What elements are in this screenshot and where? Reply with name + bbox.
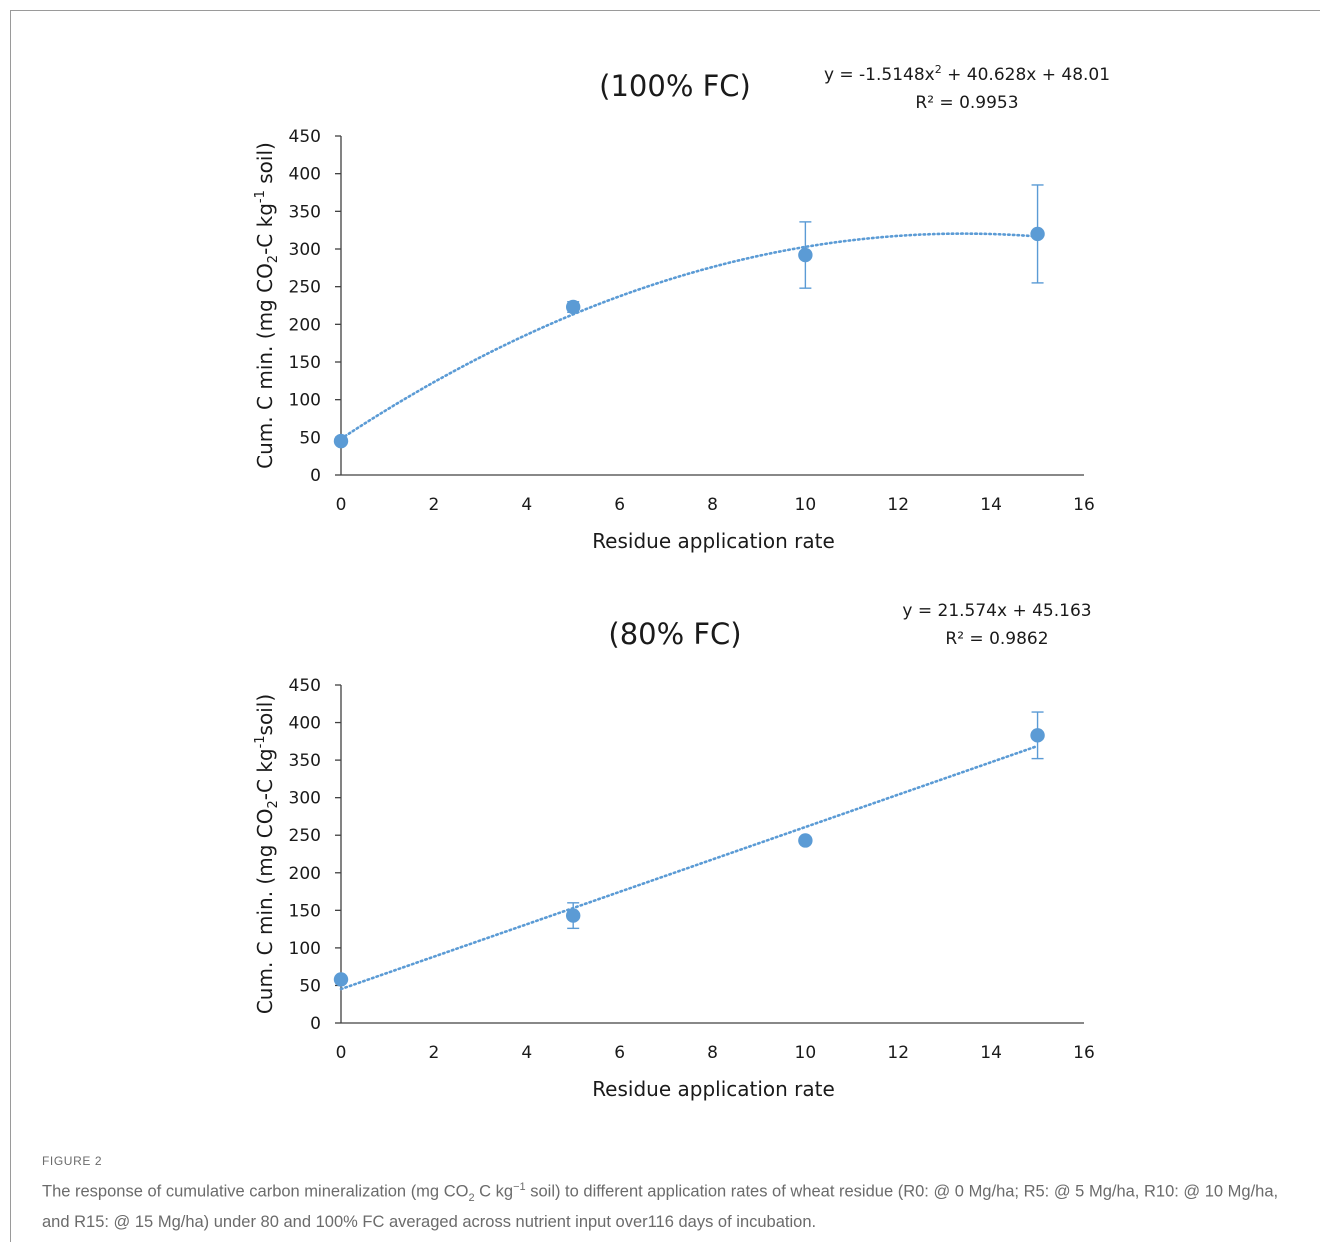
x-tick-label: 4 — [521, 1043, 532, 1063]
y-tick-label: 400 — [289, 714, 321, 734]
data-point — [798, 247, 813, 263]
panel-title: (100% FC) — [599, 69, 751, 103]
y-tick-label: 400 — [289, 165, 321, 185]
y-tick-label: 150 — [289, 353, 321, 373]
caption-text-mid: C kg — [474, 1182, 514, 1201]
figure-caption: FIGURE 2 The response of cumulative carb… — [42, 1154, 1292, 1234]
equation-pre: y = -1.5148x — [824, 65, 935, 85]
caption-text-sub: 2 — [468, 1191, 475, 1204]
x-tick-label: 2 — [428, 1043, 439, 1063]
y-axis-title-sub: 2 — [266, 255, 281, 263]
data-point — [565, 299, 581, 315]
data-point — [1030, 728, 1045, 743]
r-squared-label: R² = 0.9862 — [945, 629, 1048, 649]
x-tick-label: 0 — [336, 495, 347, 515]
panel-title: (80% FC) — [608, 617, 741, 651]
chart-panel-1: 0 50 100 150 200 250 300 350 400 450 0 2 4 6 8 10 12 14 16… — [253, 601, 1095, 1101]
y-axis-title-mid: -C kg — [253, 203, 277, 255]
figure-frame — [10, 10, 1320, 1242]
equation-post: + 40.628x + 48.01 — [942, 65, 1110, 85]
y-tick-label: 300 — [289, 789, 321, 809]
x-tick-label: 16 — [1073, 495, 1095, 515]
data-point — [565, 908, 581, 923]
y-tick-label: 350 — [289, 202, 321, 222]
x-tick-label: 8 — [707, 1043, 718, 1063]
x-tick-label: 12 — [887, 495, 909, 515]
y-axis-title: Cum. C min. (mg CO2-C kg-1 soil) — [253, 142, 281, 469]
x-tick-label: 12 — [887, 1043, 909, 1063]
y-axis-title: Cum. C min. (mg CO2-C kg-1soil) — [253, 694, 281, 1014]
trendline-equation: y = -1.5148x2 + 40.628x + 48.01 — [824, 63, 1110, 85]
caption-text-pre: The response of cumulative carbon minera… — [42, 1182, 469, 1201]
equation-sup: 2 — [935, 63, 942, 76]
x-tick-label: 0 — [336, 1043, 347, 1063]
equation-pre: y = 21.574x + 45.163 — [902, 601, 1091, 621]
data-point — [798, 833, 813, 848]
caption-text-post: soil) to different application rates of … — [42, 1182, 1279, 1231]
trendline-equation: y = 21.574x + 45.163 — [902, 601, 1091, 621]
y-tick-label: 200 — [289, 864, 321, 884]
y-tick-label: 450 — [289, 127, 321, 147]
data-point — [333, 433, 349, 449]
y-tick-label: 100 — [289, 939, 321, 959]
x-tick-label: 6 — [614, 495, 625, 515]
x-tick-label: 6 — [614, 1043, 625, 1063]
y-tick-label: 450 — [289, 676, 321, 696]
caption-text-sup: −1 — [513, 1181, 526, 1193]
y-tick-label: 150 — [289, 901, 321, 921]
x-tick-label: 10 — [795, 495, 817, 515]
x-tick-label: 16 — [1073, 1043, 1095, 1063]
caption-text: The response of cumulative carbon minera… — [42, 1175, 1292, 1234]
y-axis-title-post: soil) — [253, 142, 277, 190]
x-axis-title: Residue application rate — [592, 1077, 835, 1101]
y-tick-label: 50 — [299, 428, 321, 448]
y-tick-label: 100 — [289, 391, 321, 411]
r-squared-label: R² = 0.9953 — [915, 93, 1018, 113]
y-axis-title-pre: Cum. C min. (mg CO — [253, 263, 277, 469]
y-tick-label: 350 — [289, 751, 321, 771]
y-axis-title-post: soil) — [253, 694, 277, 736]
data-point — [333, 972, 349, 987]
y-tick-label: 50 — [299, 976, 321, 996]
trendline — [339, 744, 1039, 991]
x-tick-label: 10 — [795, 1043, 817, 1063]
chart-panel-0: 0 50 100 150 200 250 300 350 400 450 0 2 4 6 8 10 12 14 16… — [253, 63, 1110, 553]
y-axis-title-mid: -C kg — [253, 748, 277, 800]
y-axis-title-pre: Cum. C min. (mg CO — [253, 809, 277, 1015]
y-tick-label: 0 — [310, 1014, 321, 1034]
x-tick-label: 14 — [980, 1043, 1002, 1063]
x-tick-label: 4 — [521, 495, 532, 515]
x-axis-title: Residue application rate — [592, 529, 835, 553]
trendline — [339, 232, 1039, 441]
x-tick-label: 2 — [428, 495, 439, 515]
figure-label: FIGURE 2 — [42, 1154, 103, 1168]
x-tick-label: 8 — [707, 495, 718, 515]
data-point — [1030, 226, 1045, 242]
y-tick-label: 200 — [289, 315, 321, 335]
x-tick-label: 14 — [980, 495, 1002, 515]
y-axis-title-sup: -1 — [253, 735, 268, 748]
y-tick-label: 250 — [289, 278, 321, 298]
y-axis-title-sup: -1 — [253, 190, 268, 203]
y-tick-label: 0 — [310, 466, 321, 486]
y-tick-label: 250 — [289, 826, 321, 846]
y-tick-label: 300 — [289, 240, 321, 260]
y-axis-title-sub: 2 — [266, 800, 281, 808]
